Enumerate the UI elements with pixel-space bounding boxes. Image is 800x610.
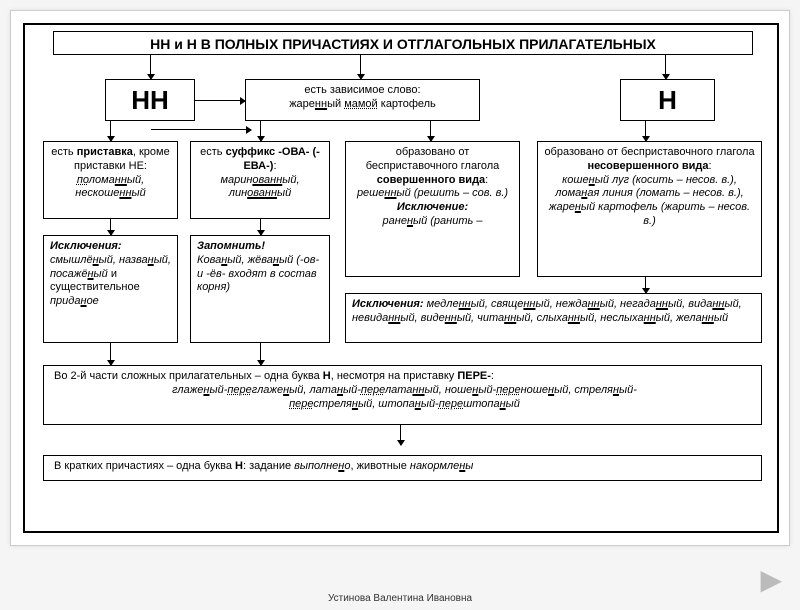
arrow	[110, 219, 111, 235]
compound-rule: Во 2-й части сложных прилагательных – од…	[43, 365, 762, 425]
perf-exc: Исключение:раненый (ранить –	[383, 201, 483, 227]
arrow	[400, 425, 401, 445]
suffix-text: есть суффикс -ОВА- (-ЕВА-):	[200, 146, 320, 172]
arrow	[110, 121, 111, 141]
perf-text: образовано от бесприставочного глагола с…	[366, 146, 500, 186]
imperf-text: образовано от бесприставочного глагола н…	[544, 146, 754, 172]
prefix-text: есть приставка, кроме приставки НЕ:	[51, 146, 169, 172]
arrow	[260, 121, 261, 141]
next-icon[interactable]: ▶	[760, 563, 782, 596]
arrow	[645, 121, 646, 141]
suffix-ex: маринованный, линованный	[220, 174, 299, 200]
arrow	[645, 277, 646, 293]
title: НН и Н В ПОЛНЫХ ПРИЧАСТИЯХ И ОТГЛАГОЛЬНЫ…	[53, 31, 753, 55]
dep-word-rule: есть зависимое слово:	[304, 84, 420, 96]
dependent-word-box: есть зависимое слово: жаренный мамой кар…	[245, 79, 480, 121]
arrow	[260, 219, 261, 235]
n-header: Н	[620, 79, 715, 121]
nn-header: НН	[105, 79, 195, 121]
perf-ex: решенный (решить – сов. в.)	[357, 187, 508, 199]
left-exc-text: Исключения:смышлёный, названый, посажёны…	[50, 240, 171, 307]
prefix-rule: есть приставка, кроме приставки НЕ: поло…	[43, 141, 178, 219]
remember-box: Запомнить!Кованый, жёваный (-ов- и -ёв- …	[190, 235, 330, 343]
short-participle-rule: В кратких причастиях – одна буква Н: зад…	[43, 455, 762, 481]
right-exceptions: Исключения: медленный, священный, неждан…	[345, 293, 762, 343]
perfective-rule: образовано от бесприставочного глагола с…	[345, 141, 520, 277]
remember-text: Запомнить!Кованый, жёваный (-ов- и -ёв- …	[197, 240, 319, 293]
arrow	[360, 55, 361, 79]
compound-text: Во 2-й части сложных прилагательных – од…	[54, 370, 494, 382]
suffix-rule: есть суффикс -ОВА- (-ЕВА-): маринованный…	[190, 141, 330, 219]
diagram-frame: НН и Н В ПОЛНЫХ ПРИЧАСТИЯХ И ОТГЛАГОЛЬНЫ…	[23, 23, 779, 533]
compound-ex: глаженый-переглаженый, латаный-перелатан…	[54, 384, 755, 412]
short-text: В кратких причастиях – одна буква Н: зад…	[54, 460, 473, 472]
credit: Устинова Валентина Ивановна	[0, 593, 800, 604]
prefix-ex: поломанный, нескошенный	[75, 174, 145, 200]
arrow	[150, 55, 151, 79]
arrow	[665, 55, 666, 79]
right-exc-text: Исключения: медленный, священный, неждан…	[352, 298, 742, 324]
left-exceptions: Исключения:смышлёный, названый, посажёны…	[43, 235, 178, 343]
arrow	[260, 343, 261, 365]
arrow	[430, 121, 431, 141]
slide-container: НН и Н В ПОЛНЫХ ПРИЧАСТИЯХ И ОТГЛАГОЛЬНЫ…	[10, 10, 790, 546]
dep-word-example: жаренный мамой картофель	[289, 98, 436, 110]
imperfective-rule: образовано от бесприставочного глагола н…	[537, 141, 762, 277]
arrow	[110, 343, 111, 365]
connector	[151, 129, 251, 130]
arrow	[195, 100, 245, 101]
imperf-ex: кошеный луг (косить – несов. в.), ломана…	[549, 174, 750, 227]
